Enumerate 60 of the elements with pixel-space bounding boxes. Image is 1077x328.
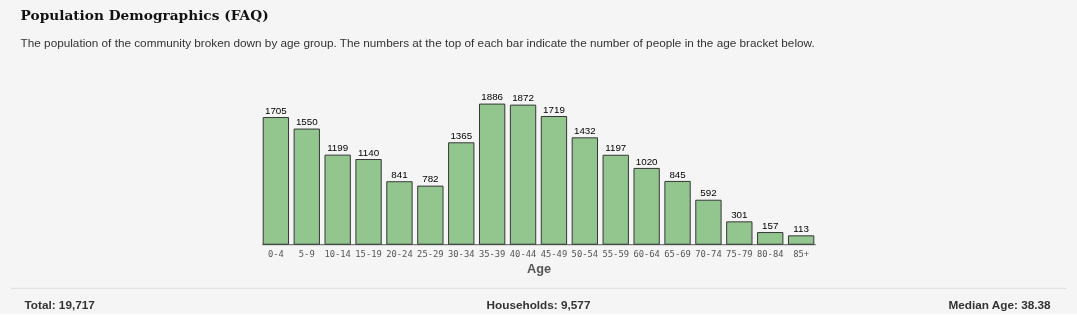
- data-label: 1140: [358, 146, 380, 158]
- data-label: 592: [700, 187, 717, 199]
- text: Median Age: 38.38: [948, 297, 1051, 311]
- data-label: 113: [793, 222, 810, 234]
- data-label: 841: [391, 168, 408, 180]
- x-tick-label: 0-4: [267, 249, 284, 260]
- x-tick-label: 70-74: [695, 249, 722, 260]
- bar: [509, 104, 537, 245]
- bar: [355, 159, 382, 245]
- data-label: 1550: [295, 116, 319, 128]
- data-label: 1432: [573, 124, 596, 136]
- bar: [417, 185, 444, 245]
- x-tick-label: 15-19: [355, 249, 382, 260]
- text: Total: 19,717: [24, 297, 96, 311]
- bar: [262, 117, 290, 245]
- data-label: 1199: [327, 142, 349, 154]
- data-label: 1872: [512, 92, 534, 104]
- text: Households: 9,577: [486, 297, 591, 311]
- x-tick-label: 55-59: [602, 249, 629, 260]
- data-label: 157: [762, 219, 779, 231]
- x-tick-label: 45-49: [540, 249, 568, 260]
- bar: [602, 154, 629, 245]
- data-label: 845: [669, 168, 687, 180]
- x-tick-label: 25-29: [417, 249, 444, 260]
- x-tick-label: 60-64: [633, 249, 660, 260]
- bar: [386, 181, 413, 245]
- text: Population Demographics (FAQ): [20, 6, 269, 23]
- bar: [293, 128, 320, 245]
- x-tick-label: 80-84: [756, 249, 784, 260]
- x-tick-label: 10-14: [324, 249, 351, 260]
- bar: [540, 116, 568, 245]
- chart-subtitle: The population of the community broken down by age group. The numbers at the top of each bar indicate the number of people in the age bracket below.: [20, 36, 815, 50]
- bar: [726, 221, 753, 245]
- data-label: 301: [731, 208, 748, 220]
- x-tick-label: 5-9: [298, 249, 315, 260]
- x-tick-label: 50-54: [571, 249, 599, 260]
- data-label: 1719: [543, 103, 565, 115]
- data-label: 1365: [450, 129, 473, 141]
- bar: [479, 103, 506, 245]
- data-label: 782: [422, 173, 439, 185]
- bar: [787, 235, 815, 245]
- x-tick-label: 40-44: [509, 249, 537, 260]
- bar: [448, 142, 475, 245]
- data-label: 1705: [264, 104, 288, 116]
- x-tick-label: 75-79: [726, 249, 753, 260]
- bar: [695, 199, 722, 245]
- x-tick-label: 35-39: [478, 249, 506, 260]
- bar: [571, 137, 598, 245]
- x-tick-label: 85+: [793, 249, 810, 260]
- bar: [664, 180, 691, 245]
- x-tick-label: 20-24: [386, 249, 413, 260]
- x-axis-title: Age: [526, 261, 552, 277]
- bar: [757, 232, 784, 245]
- x-tick-label: 65-69: [664, 249, 691, 260]
- data-label: 1886: [481, 91, 504, 103]
- bar: [324, 154, 351, 245]
- data-label: 1197: [605, 142, 627, 154]
- bar: [633, 167, 660, 245]
- data-label: 1020: [635, 155, 659, 167]
- x-tick-label: 30-34: [448, 249, 475, 260]
